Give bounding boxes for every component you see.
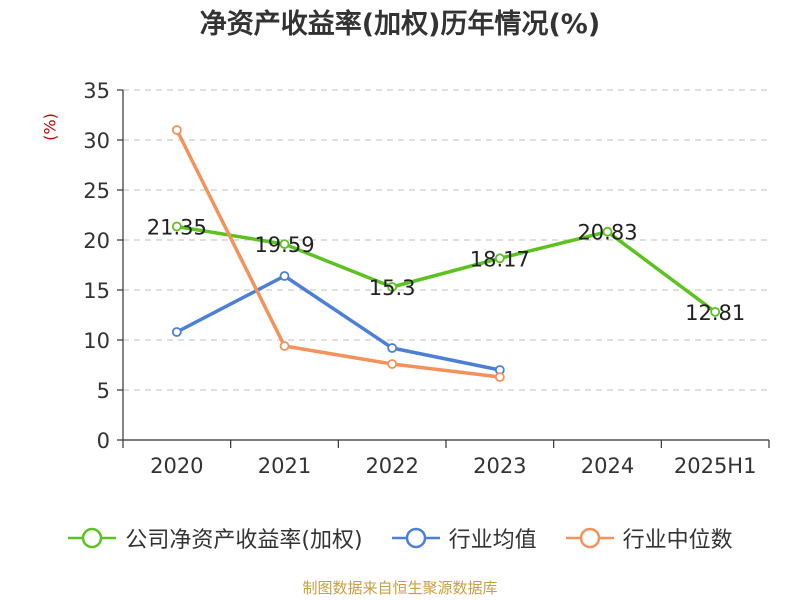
- legend: 公司净资产收益率(加权) 行业均值 行业中位数: [0, 518, 800, 558]
- series-line-3: [175, 129, 501, 379]
- data-point: [494, 372, 505, 382]
- data-label: 21.35: [147, 216, 207, 240]
- data-point: [387, 359, 398, 369]
- data-point: [602, 226, 613, 237]
- series-line-2: [176, 274, 501, 372]
- legend-label: 公司净资产收益率(加权): [125, 528, 363, 553]
- legend-item[interactable]: 公司净资产收益率(加权): [67, 522, 363, 554]
- legend-line-marker-icon: [68, 527, 117, 549]
- data-label: 12.81: [685, 301, 745, 325]
- y-tick-label: 5: [97, 379, 110, 403]
- x-tick-label: 2020: [150, 454, 203, 478]
- y-tick-label: 20: [83, 229, 110, 253]
- x-tick-label: 2023: [473, 454, 526, 478]
- chart-title: 净资产收益率(加权)历年情况(%): [199, 9, 601, 40]
- data-point: [710, 306, 721, 317]
- y-tick-label: 0: [97, 429, 110, 453]
- data-label: 15.3: [369, 276, 416, 300]
- data-point: [387, 282, 398, 292]
- data-label: 20.83: [577, 221, 637, 245]
- legend-label: 行业均值: [448, 528, 537, 553]
- legend-label: 行业中位数: [622, 528, 733, 553]
- data-point: [171, 125, 182, 135]
- y-tick-label: 25: [83, 179, 110, 203]
- legend-item[interactable]: 行业中位数: [565, 522, 733, 554]
- data-point: [171, 327, 182, 337]
- y-tick-label: 15: [83, 279, 110, 303]
- data-point: [494, 253, 505, 264]
- y-tick-label: 30: [83, 129, 110, 153]
- data-point: [171, 221, 182, 232]
- y-tick-label: 35: [83, 79, 110, 103]
- x-tick-label: 2024: [581, 454, 634, 478]
- data-point: [387, 343, 398, 353]
- data-label: 18.17: [470, 247, 530, 271]
- data-label: 19.59: [254, 233, 314, 257]
- x-tick-label: 2022: [365, 454, 418, 478]
- x-tick-label: 2021: [258, 454, 311, 478]
- source-note: 制图数据来自恒生聚源数据库: [302, 579, 498, 597]
- series-line-1: [176, 224, 717, 314]
- data-point: [279, 341, 290, 351]
- legend-line-marker-icon: [565, 527, 614, 549]
- y-tick-label: 10: [83, 329, 110, 353]
- x-tick-label: 2025H1: [674, 454, 757, 478]
- legend-line-marker-icon: [391, 527, 440, 549]
- data-point: [279, 271, 290, 281]
- legend-item[interactable]: 行业均值: [391, 522, 537, 554]
- data-point: [279, 239, 290, 250]
